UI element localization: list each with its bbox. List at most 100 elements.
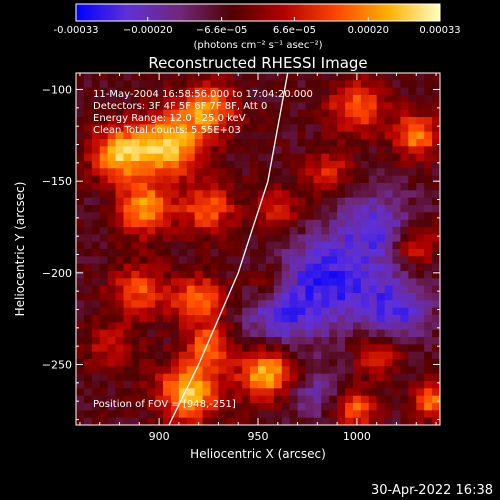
- image-pixel: [337, 219, 346, 228]
- image-pixel: [392, 109, 401, 118]
- image-pixel: [250, 337, 259, 345]
- image-pixel: [163, 161, 172, 169]
- image-pixel: [123, 388, 132, 397]
- image-pixel: [131, 307, 140, 316]
- image-pixel: [147, 95, 156, 103]
- image-pixel: [313, 117, 322, 125]
- image-pixel: [178, 249, 188, 257]
- image-pixel: [226, 300, 235, 309]
- image-pixel: [131, 95, 140, 103]
- image-pixel: [281, 417, 291, 425]
- image-pixel: [352, 153, 362, 162]
- image-pixel: [345, 337, 354, 345]
- image-pixel: [91, 278, 101, 287]
- image-pixel: [360, 271, 370, 279]
- image-pixel: [242, 117, 251, 125]
- image-pixel: [329, 197, 338, 206]
- image-pixel: [218, 197, 227, 206]
- image-pixel: [432, 293, 440, 301]
- image-pixel: [273, 190, 283, 199]
- image-pixel: [289, 168, 298, 177]
- image-pixel: [242, 175, 251, 184]
- image-pixel: [83, 124, 93, 133]
- image-pixel: [250, 381, 259, 389]
- image-pixel: [99, 263, 109, 272]
- image-pixel: [384, 190, 393, 199]
- image-pixel: [424, 359, 433, 367]
- image-pixel: [321, 117, 330, 125]
- image-pixel: [178, 315, 188, 323]
- image-pixel: [242, 359, 251, 367]
- image-pixel: [170, 190, 180, 199]
- image-pixel: [281, 117, 291, 125]
- image-pixel: [163, 87, 172, 96]
- image-pixel: [250, 212, 259, 221]
- image-pixel: [329, 373, 338, 382]
- image-pixel: [416, 263, 425, 272]
- image-pixel: [107, 212, 116, 221]
- image-pixel: [155, 373, 164, 382]
- image-pixel: [416, 278, 425, 287]
- image-pixel: [368, 366, 378, 375]
- image-pixel: [424, 117, 433, 125]
- image-pixel: [400, 219, 409, 228]
- image-pixel: [329, 249, 338, 257]
- image-pixel: [155, 168, 164, 177]
- image-pixel: [321, 249, 330, 257]
- image-pixel: [329, 271, 338, 279]
- image-pixel: [289, 190, 298, 199]
- image-pixel: [91, 271, 101, 279]
- image-pixel: [337, 161, 346, 169]
- image-pixel: [194, 381, 204, 389]
- image-pixel: [345, 417, 354, 425]
- image-pixel: [424, 109, 433, 118]
- image-pixel: [424, 183, 433, 191]
- image-pixel: [376, 322, 386, 331]
- image-pixel: [289, 131, 298, 140]
- image-pixel: [170, 234, 180, 243]
- image-pixel: [107, 373, 116, 382]
- image-pixel: [400, 307, 409, 316]
- image-pixel: [234, 131, 243, 140]
- image-pixel: [432, 256, 440, 265]
- image-pixel: [242, 212, 251, 221]
- image-pixel: [400, 87, 409, 96]
- image-pixel: [178, 102, 188, 111]
- image-pixel: [329, 351, 338, 360]
- image-pixel: [360, 241, 370, 250]
- image-pixel: [400, 153, 409, 162]
- image-pixel: [368, 73, 378, 81]
- image-pixel: [289, 278, 298, 287]
- colorbar-label: (photons cm⁻² s⁻¹ asec⁻²): [193, 40, 322, 51]
- image-pixel: [202, 271, 211, 279]
- image-pixel: [194, 73, 204, 81]
- image-pixel: [273, 359, 283, 367]
- image-pixel: [305, 205, 314, 213]
- image-pixel: [345, 175, 354, 184]
- image-pixel: [202, 329, 211, 338]
- image-pixel: [76, 285, 85, 294]
- image-pixel: [242, 395, 251, 404]
- image-pixel: [218, 117, 227, 125]
- image-pixel: [368, 315, 378, 323]
- image-pixel: [155, 410, 164, 419]
- image-pixel: [178, 80, 188, 89]
- image-pixel: [281, 73, 291, 81]
- image-pixel: [202, 410, 211, 419]
- image-pixel: [400, 109, 409, 118]
- image-pixel: [265, 175, 275, 184]
- image-pixel: [408, 124, 417, 133]
- image-pixel: [202, 337, 211, 345]
- image-pixel: [313, 351, 322, 360]
- image-pixel: [368, 139, 378, 147]
- image-pixel: [99, 212, 109, 221]
- image-pixel: [91, 197, 101, 206]
- image-pixel: [139, 161, 148, 169]
- image-pixel: [91, 366, 101, 375]
- image-pixel: [416, 300, 425, 309]
- image-pixel: [218, 161, 227, 169]
- image-pixel: [210, 256, 219, 265]
- image-pixel: [345, 183, 354, 191]
- image-pixel: [194, 410, 204, 419]
